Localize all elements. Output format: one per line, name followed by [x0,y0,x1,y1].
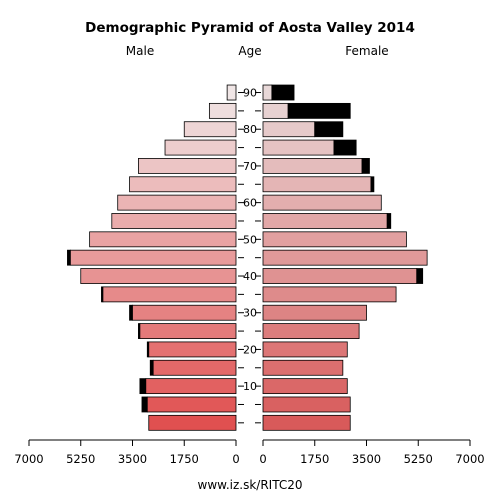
female-bar-10-14 [262,378,348,395]
female-x-tick-label-3500: 3500 [352,452,381,466]
male-bar-15-19 [152,359,237,376]
chart-title: Demographic Pyramid of Aosta Valley 2014 [85,20,415,36]
male-bar-35-39 [102,286,237,303]
male-bar-25-29 [139,323,237,339]
male-x-tick-label-3500: 3500 [118,452,147,466]
female-excess-bar-40-44 [416,268,424,284]
female-bar-0-4 [262,414,351,431]
female-x-tick-label-5250: 5250 [404,452,433,466]
male-bar-0-4 [148,414,237,431]
male-bar-65-69 [129,176,237,193]
male-bars [67,84,237,431]
female-bar-55-59 [262,213,388,229]
female-bar-50-54 [262,231,407,248]
female-bar-5-9 [262,396,351,413]
female-bar-65-69 [262,176,372,193]
male-x-tick-label-1750: 1750 [170,452,199,466]
male-excess-bar-10-14 [139,378,147,395]
female-x-tick-label-0: 0 [259,452,266,466]
male-excess-bar-5-9 [141,396,148,413]
male-bar-45-49 [70,249,237,266]
age-tick-label-20: 20 [243,343,257,356]
male-bar-40-44 [80,268,237,284]
female-x-tick-label-1750: 1750 [300,452,329,466]
female-bar-85-89 [262,102,289,119]
male-bar-90+ [226,84,237,101]
female-bar-35-39 [262,286,397,303]
male-x-tick-label-7000: 7000 [14,452,43,466]
female-bar-90+ [262,84,273,101]
female-bar-70-74 [262,158,363,174]
age-tick-label-70: 70 [243,160,257,173]
age-tick-label-80: 80 [243,123,257,136]
male-excess-bar-45-49 [67,249,71,266]
male-bar-30-34 [132,304,237,321]
age-tick-label-30: 30 [243,307,257,320]
female-bars [262,84,428,431]
male-bar-70-74 [138,158,237,174]
female-bar-30-34 [262,304,367,321]
female-bar-60-64 [262,194,382,211]
age-tick-label-60: 60 [243,197,257,210]
female-bar-25-29 [262,323,360,339]
male-excess-bar-30-34 [129,304,133,321]
female-bar-80-84 [262,121,316,138]
female-excess-bar-65-69 [370,176,375,193]
age-tick-label-50: 50 [243,233,257,246]
female-excess-bar-80-84 [314,121,344,138]
female-bar-15-19 [262,359,344,376]
axes: 0 0 1750 1750 3500 3500 5250 5250 7000 7000 [14,439,485,466]
male-bar-50-54 [89,231,237,248]
male-x-tick-label-5250: 5250 [66,452,95,466]
female-excess-bar-90+ [271,84,295,101]
male-header: Male [126,44,154,58]
female-excess-bar-55-59 [386,213,392,229]
age-tick-label-90: 90 [243,87,257,100]
female-x-tick-label-7000: 7000 [455,452,484,466]
male-bar-20-24 [148,341,237,358]
age-tick-label-10: 10 [243,380,257,393]
female-excess-bar-75-79 [333,139,357,156]
female-bar-20-24 [262,341,348,358]
male-bar-5-9 [146,396,237,413]
female-bar-75-79 [262,139,335,156]
male-excess-bar-15-19 [149,359,154,376]
male-bar-80-84 [183,121,237,138]
male-bar-10-14 [145,378,237,395]
female-bar-40-44 [262,268,418,284]
age-axis: 10 20 30 40 50 60 70 80 90 [238,87,261,424]
female-bar-45-49 [262,249,428,266]
source-label: www.iz.sk/RITC20 [198,478,303,492]
male-bar-55-59 [111,213,237,229]
age-tick-label-40: 40 [243,270,257,283]
female-header: Female [345,44,388,58]
male-bar-85-89 [208,102,237,119]
male-bar-60-64 [117,194,237,211]
female-excess-bar-85-89 [287,102,351,119]
male-bar-75-79 [164,139,237,156]
male-x-tick-label-0: 0 [232,452,239,466]
age-header: Age [238,44,261,58]
female-excess-bar-70-74 [361,158,370,174]
